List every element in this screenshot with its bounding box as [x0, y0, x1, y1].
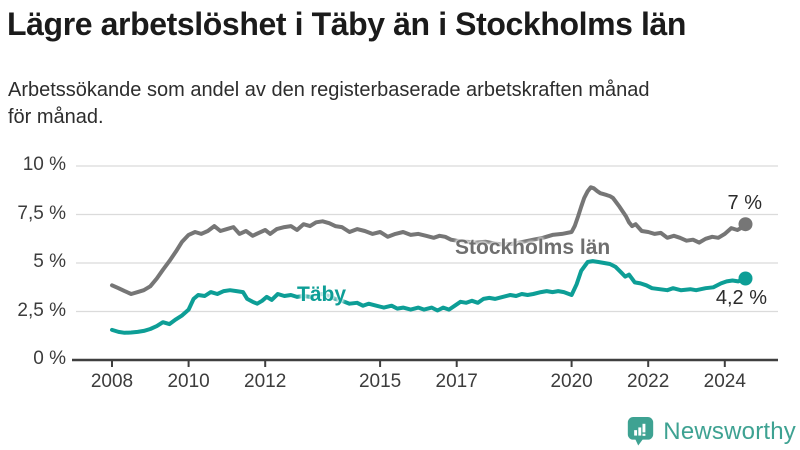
series-end-dot-0 [738, 217, 753, 232]
series-label-stockholms-lan: Stockholms län [455, 236, 611, 259]
y-tick-label: 0 % [33, 348, 66, 369]
y-tick-label: 7,5 % [17, 202, 66, 224]
x-tick-label: 2017 [435, 371, 478, 392]
subtitle-line-1: Arbetssökande som andel av den registerb… [8, 79, 650, 101]
x-tick-label: 2022 [627, 371, 670, 392]
newsworthy-speech-bubble-bar-chart-icon [626, 416, 655, 447]
x-tick-label: 2010 [167, 371, 210, 392]
series-line-1 [110, 259, 748, 335]
end-value-label-stockholms-lan: 7 % [727, 192, 762, 214]
x-tick-label: 2008 [90, 371, 134, 392]
y-tick-label: 5 % [33, 251, 66, 272]
x-tick-label: 2024 [703, 371, 746, 392]
y-tick-label: 2,5 % [17, 299, 66, 321]
page-title: Lägre arbetslöshet i Täby än i Stockholm… [7, 6, 687, 42]
newsworthy-logo-text: Newsworthy [663, 417, 796, 445]
newsworthy-logo: Newsworthy [626, 416, 796, 447]
y-tick-label: 10 % [22, 154, 66, 175]
end-value-label-taby: 4,2 % [715, 287, 767, 309]
series-end-dot-1 [738, 271, 753, 286]
subtitle-line-2: för månad. [8, 106, 104, 128]
x-tick-label: 2012 [244, 371, 287, 392]
chart-subtitle: Arbetssökande som andel av den registerb… [8, 77, 794, 131]
x-tick-label: 2015 [358, 371, 402, 392]
series-label-taby: Täby [297, 283, 347, 306]
x-tick-label: 2020 [550, 371, 593, 392]
series-line-0 [110, 185, 748, 296]
